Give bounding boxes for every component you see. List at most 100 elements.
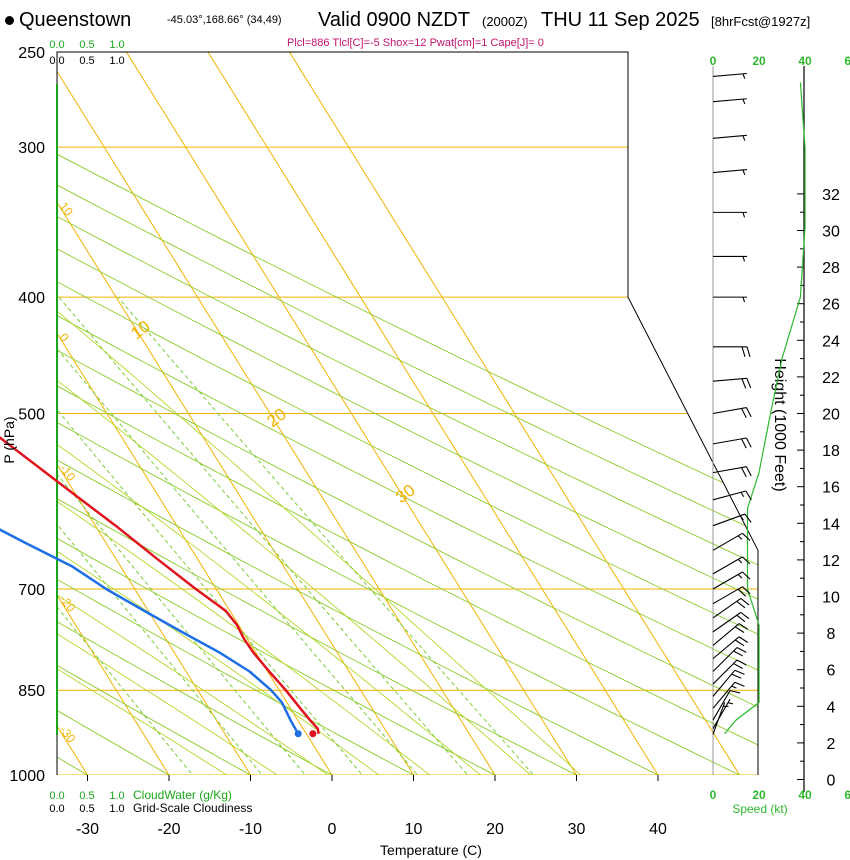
wind-barb	[712, 636, 749, 660]
wind-barb	[712, 646, 747, 672]
cloud-scale-bottom-label: 0.5	[79, 790, 94, 802]
wind-barb	[712, 659, 747, 685]
dry-adiabat-30	[57, 52, 628, 775]
cloud-scale-bottom-label: 0.0	[49, 790, 64, 802]
dry-adiabat-130	[57, 52, 758, 775]
height-tick-label: 26	[822, 297, 840, 314]
cloud-scale-top-label: 1.0	[109, 39, 124, 51]
x-tick-label: 30	[568, 821, 586, 838]
mixing-ratio-3	[57, 296, 327, 775]
wind-barb-flag	[741, 346, 746, 357]
dry-adiabat-20	[57, 52, 545, 775]
wind-barb-flag	[741, 467, 747, 478]
wind-barb-flag	[731, 673, 742, 679]
wind-barb	[713, 255, 747, 262]
dry-adiabat-10	[57, 52, 463, 775]
moist-adiabat-32	[57, 52, 609, 775]
height-tick-label: 18	[822, 443, 840, 460]
wind-barb-flag	[744, 513, 752, 523]
wind-barb	[712, 169, 747, 175]
dewpoint-profile	[0, 528, 300, 735]
wind-barb-staff	[712, 377, 747, 382]
stability-indices: Plcl=886 Tlcl[C]=-5 Shox=12 Pwat[cm]=1 C…	[287, 37, 544, 49]
wind-barb-flag	[741, 378, 747, 389]
speed-tick-top-label: 0	[710, 54, 717, 68]
x-tick-label: 40	[649, 821, 667, 838]
cloudiness-label: Grid-Scale Cloudiness	[133, 801, 252, 815]
moist-adiabat-26	[57, 52, 560, 775]
x-tick-label: -10	[239, 821, 262, 838]
wind-barb	[712, 490, 752, 501]
forecast-info: [8hrFcst@1927z]	[711, 14, 811, 29]
isotherm-30	[112, 52, 593, 775]
wind-barb-half	[737, 574, 743, 579]
mixing-ratio-label: 5	[345, 779, 359, 794]
wind-barb-half	[737, 558, 743, 564]
isotherm-label-right: 0	[0, 223, 3, 244]
wind-barb-flag	[742, 556, 751, 565]
cloudiness-scale-top-label: 0.0	[49, 55, 64, 67]
dry-adiabat-60	[57, 52, 758, 775]
height-tick-label: 24	[822, 333, 840, 350]
moist-adiabat--10	[57, 52, 267, 775]
moist-adiabat-20	[57, 52, 512, 775]
cloudiness-scale-bottom-label: 1.0	[109, 803, 124, 815]
wind-barb	[712, 586, 751, 605]
wind-barb	[712, 377, 752, 389]
wind-barb-flag	[746, 346, 751, 357]
isotherm-50	[275, 52, 756, 775]
wind-barb-flag	[745, 407, 752, 418]
station-coords: -45.03°,168.66° (34,49)	[167, 14, 282, 26]
wind-barb-flag	[741, 408, 747, 419]
mixing-ratio-label: 3	[288, 779, 302, 794]
wind-barb-staff	[712, 659, 738, 685]
wind-barb	[712, 681, 745, 709]
wind-barb-staff	[712, 98, 747, 103]
cloudiness-scale-top-label: 0.5	[79, 55, 94, 67]
moist-adiabat-14	[57, 52, 463, 775]
x-axis-title: Temperature (C)	[380, 842, 482, 858]
surface-dewpoint-dot	[294, 730, 302, 738]
dry-adiabat--10	[57, 52, 297, 775]
temperature-profile	[0, 436, 320, 734]
wind-barb	[712, 437, 752, 449]
pressure-label: 1000	[9, 768, 45, 785]
wind-barb-staff	[712, 169, 747, 174]
wind-barb-staff	[712, 690, 731, 721]
wind-barb-staff	[712, 134, 747, 139]
height-tick-label: 2	[827, 736, 836, 753]
dry-adiabat-50	[57, 52, 758, 775]
wind-barb	[713, 346, 751, 357]
isotherm-label: -30	[57, 723, 79, 746]
dry-adiabat-70	[57, 52, 758, 775]
dry-adiabat-110	[57, 52, 758, 775]
wind-barb-flag	[740, 598, 750, 606]
mixing-ratio-1	[57, 296, 214, 775]
wind-barb	[712, 532, 751, 551]
surface-temperature-dot	[309, 730, 317, 738]
height-tick-label: 16	[822, 480, 840, 497]
isotherm-0	[57, 52, 349, 775]
isotherm-label: 10	[57, 200, 76, 219]
pressure-label: 400	[18, 290, 45, 307]
wind-barb-staff	[712, 407, 747, 415]
wind-barb	[712, 98, 747, 105]
cloud-scale-bottom-label: 1.0	[109, 790, 124, 802]
wind-barb-half	[742, 169, 746, 175]
x-tick-label: 10	[405, 821, 423, 838]
wind-barb-half	[727, 702, 734, 705]
wind-barb-staff	[712, 623, 740, 646]
isotherm-label: -10	[57, 461, 79, 484]
wind-barb-half	[742, 256, 746, 262]
x-tick-label: -30	[76, 821, 99, 838]
wind-barb-flag	[736, 659, 747, 666]
pressure-label: 250	[18, 45, 45, 62]
height-tick-label: 12	[822, 553, 840, 570]
wind-barb	[712, 598, 750, 619]
x-tick-label: -20	[157, 821, 180, 838]
wind-barb-staff	[712, 532, 743, 551]
wind-barb-flag	[746, 378, 752, 389]
dry-adiabat--20	[57, 52, 215, 775]
wind-barb-flag	[738, 623, 749, 630]
